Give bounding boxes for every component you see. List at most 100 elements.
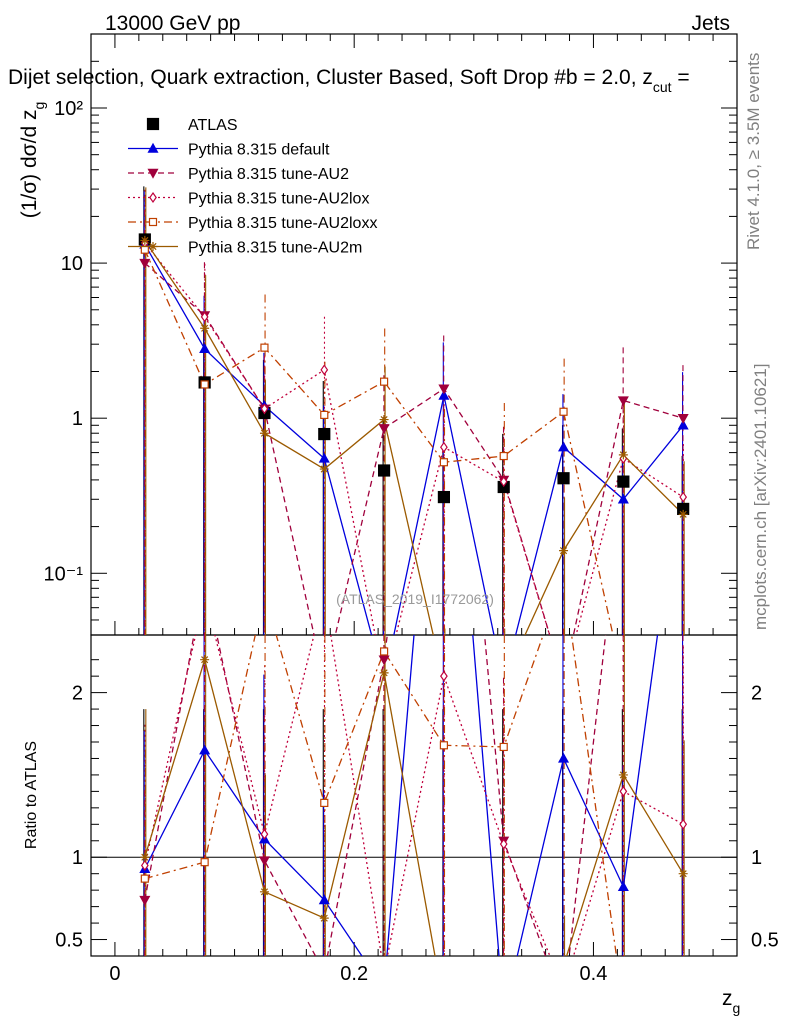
data-point-main xyxy=(200,323,210,333)
series-markers xyxy=(138,233,690,923)
legend: ATLAS Pythia 8.315 default Pythia 8.315 tu… xyxy=(128,117,377,257)
series-line-main xyxy=(144,262,684,635)
data-point-main xyxy=(379,377,389,386)
x-tick-label: 0.2 xyxy=(340,963,368,985)
ratio-frame xyxy=(90,634,738,957)
data-point-main xyxy=(499,451,508,461)
data-point-main xyxy=(140,245,149,254)
legend-label: Pythia 8.315 tune-AU2lox xyxy=(188,191,369,208)
ratio-tick-label-right: 2 xyxy=(751,683,762,705)
legend-label: Pythia 8.315 tune-AU2m xyxy=(188,240,362,257)
data-point-ratio xyxy=(679,818,688,830)
y-tick-label: 10² xyxy=(54,98,83,120)
energy-label: 13000 GeV pp xyxy=(105,12,240,35)
data-point-main xyxy=(140,235,150,245)
series-line-main xyxy=(144,249,614,635)
data-point-ratio xyxy=(318,894,330,905)
legend-marker xyxy=(147,142,159,153)
series-line-ratio xyxy=(144,635,618,956)
y-tick-label: 10 xyxy=(61,253,83,275)
data-point-main xyxy=(617,475,630,488)
data-point-ratio xyxy=(499,742,508,752)
data-point-main xyxy=(320,364,329,376)
data-point-main xyxy=(558,441,570,452)
legend-label: Pythia 8.315 tune-AU2loxx xyxy=(188,215,377,232)
y-tick-label: 1 xyxy=(72,408,83,430)
legend-label: Pythia 8.315 default xyxy=(188,142,330,159)
ratio-tick-label-right: 1 xyxy=(751,847,762,869)
series-line-ratio xyxy=(144,635,607,956)
series-line-ratio xyxy=(144,635,684,956)
data-point-main xyxy=(260,343,269,352)
data-point-main xyxy=(557,472,570,485)
analysis-watermark: (ATLAS_2019_I1772062) xyxy=(336,591,494,607)
x-axis-label: zg xyxy=(722,987,740,1016)
legend-marker xyxy=(148,242,158,251)
data-point-ratio xyxy=(140,852,150,862)
y-axis-label: (1/σ) dσ/d zg xyxy=(18,102,47,219)
data-point-main xyxy=(559,407,568,416)
data-point-main xyxy=(320,410,329,420)
data-point-main xyxy=(378,424,390,435)
data-point-main xyxy=(200,380,209,389)
data-point-main xyxy=(259,428,269,438)
data-point-ratio xyxy=(319,913,329,923)
data-point-main xyxy=(260,403,269,415)
data-point-main xyxy=(319,464,329,474)
data-point-ratio xyxy=(320,798,329,808)
data-point-main xyxy=(200,311,209,323)
error-bars xyxy=(143,186,685,956)
series-line-main xyxy=(144,240,684,635)
ratio-tick-label: 0.5 xyxy=(55,930,83,952)
plot-title: Dijet selection, Quark extraction, Clust… xyxy=(8,66,690,95)
ratio-axis-label: Ratio to ATLAS xyxy=(23,741,40,849)
x-tick-label: 0 xyxy=(109,963,120,985)
series-line-main xyxy=(144,244,684,635)
data-point-main xyxy=(617,396,629,407)
data-point-ratio xyxy=(200,858,209,867)
ratio-tick-label: 2 xyxy=(72,683,83,705)
data-point-ratio xyxy=(439,741,449,750)
data-point-main xyxy=(439,458,449,467)
data-point-ratio xyxy=(619,785,628,797)
data-point-ratio xyxy=(618,770,628,780)
series-line-ratio xyxy=(144,635,659,956)
data-point-main xyxy=(318,427,331,441)
data-point-main xyxy=(438,384,450,395)
data-point-main xyxy=(438,389,450,400)
data-point-main xyxy=(678,509,688,519)
series-line-ratio xyxy=(144,657,684,956)
data-point-ratio xyxy=(200,655,210,665)
data-point-ratio xyxy=(140,874,149,883)
data-point-ratio xyxy=(258,856,270,867)
x-tick-label: 0.4 xyxy=(580,963,608,985)
data-point-ratio xyxy=(378,655,390,666)
data-point-main xyxy=(677,413,689,424)
data-point-ratio xyxy=(139,895,151,906)
data-point-main xyxy=(677,419,689,430)
data-point-main xyxy=(499,476,508,488)
legend-entry: ATLAS xyxy=(146,117,238,134)
data-point-main xyxy=(440,441,448,453)
data-point-main xyxy=(139,258,151,269)
data-point-main xyxy=(559,546,569,556)
data-point-main xyxy=(437,490,451,504)
series-line-main xyxy=(144,242,684,635)
data-point-ratio xyxy=(558,752,570,763)
legend-marker xyxy=(146,117,160,131)
data-point-main xyxy=(618,450,628,460)
legend-marker xyxy=(149,191,157,204)
data-point-ratio xyxy=(379,668,389,678)
legend-marker xyxy=(148,217,158,227)
y-tick-label: 10⁻¹ xyxy=(44,563,84,585)
series-lines xyxy=(144,240,684,956)
legend-label: Pythia 8.315 tune-AU2 xyxy=(188,166,349,183)
axes: 0 0.2 0.4 10⁻¹ 1 10 10² 0.5 0.5 1 1 2 2 xyxy=(44,33,779,985)
data-point-ratio xyxy=(499,838,508,850)
legend-entry: Pythia 8.315 tune-AU2m xyxy=(128,240,362,257)
ratio-tick-label-right: 0.5 xyxy=(751,930,779,952)
legend-entry: Pythia 8.315 tune-AU2lox xyxy=(128,191,369,208)
data-point-main xyxy=(679,491,688,503)
data-point-ratio xyxy=(678,869,688,879)
